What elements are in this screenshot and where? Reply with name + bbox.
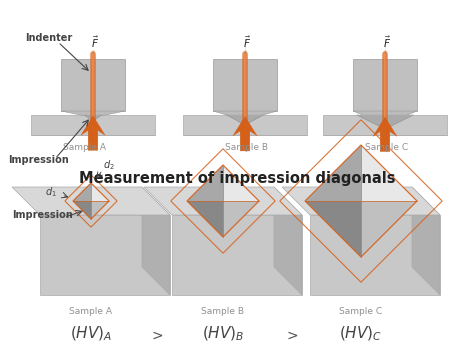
Text: $\vec{F}$: $\vec{F}$ bbox=[383, 34, 391, 50]
Polygon shape bbox=[223, 201, 259, 237]
Polygon shape bbox=[213, 59, 277, 111]
Polygon shape bbox=[361, 145, 417, 201]
Polygon shape bbox=[227, 115, 263, 125]
Text: Sample B: Sample B bbox=[201, 307, 245, 316]
Polygon shape bbox=[183, 115, 307, 135]
Polygon shape bbox=[187, 165, 223, 201]
Text: Sample C: Sample C bbox=[339, 307, 383, 316]
Text: $(HV)_{A}$: $(HV)_{A}$ bbox=[70, 325, 112, 343]
Polygon shape bbox=[233, 117, 257, 151]
Polygon shape bbox=[31, 115, 155, 135]
Polygon shape bbox=[305, 145, 361, 201]
Polygon shape bbox=[73, 183, 91, 201]
Polygon shape bbox=[73, 201, 91, 219]
Text: $d_1$: $d_1$ bbox=[45, 185, 57, 199]
Polygon shape bbox=[223, 165, 259, 201]
Polygon shape bbox=[373, 117, 397, 152]
Text: >: > bbox=[286, 329, 298, 343]
Text: Sample C: Sample C bbox=[365, 143, 408, 152]
Polygon shape bbox=[61, 59, 125, 111]
Text: Sample A: Sample A bbox=[63, 143, 106, 152]
Polygon shape bbox=[282, 187, 440, 215]
Polygon shape bbox=[40, 215, 170, 295]
Text: $\vec{F}$: $\vec{F}$ bbox=[91, 34, 99, 50]
Polygon shape bbox=[91, 201, 109, 219]
Text: $d_2$: $d_2$ bbox=[102, 158, 114, 172]
Polygon shape bbox=[323, 115, 447, 135]
Polygon shape bbox=[12, 187, 170, 215]
Polygon shape bbox=[353, 59, 417, 111]
Text: >: > bbox=[151, 329, 163, 343]
Text: Indenter: Indenter bbox=[25, 33, 72, 43]
Text: Sample A: Sample A bbox=[70, 307, 112, 316]
Polygon shape bbox=[310, 215, 440, 295]
Polygon shape bbox=[361, 201, 417, 257]
Text: Impression: Impression bbox=[8, 155, 69, 165]
Polygon shape bbox=[213, 111, 277, 118]
Polygon shape bbox=[353, 111, 417, 119]
Text: $(HV)_{B}$: $(HV)_{B}$ bbox=[202, 325, 244, 343]
Polygon shape bbox=[305, 201, 361, 257]
Polygon shape bbox=[85, 115, 101, 121]
Polygon shape bbox=[187, 201, 223, 237]
Polygon shape bbox=[61, 111, 125, 117]
Text: $\vec{F}$: $\vec{F}$ bbox=[243, 34, 251, 50]
Polygon shape bbox=[144, 187, 302, 215]
Polygon shape bbox=[81, 116, 105, 150]
Polygon shape bbox=[91, 183, 109, 201]
Polygon shape bbox=[357, 115, 413, 129]
Polygon shape bbox=[172, 215, 302, 295]
Polygon shape bbox=[412, 187, 440, 295]
Text: Impression: Impression bbox=[12, 210, 73, 221]
Text: Sample B: Sample B bbox=[225, 143, 268, 152]
Text: $(HV)_{C}$: $(HV)_{C}$ bbox=[339, 325, 383, 343]
Text: Measurement of impression diagonals: Measurement of impression diagonals bbox=[79, 170, 395, 186]
Polygon shape bbox=[142, 187, 170, 295]
Polygon shape bbox=[274, 187, 302, 295]
